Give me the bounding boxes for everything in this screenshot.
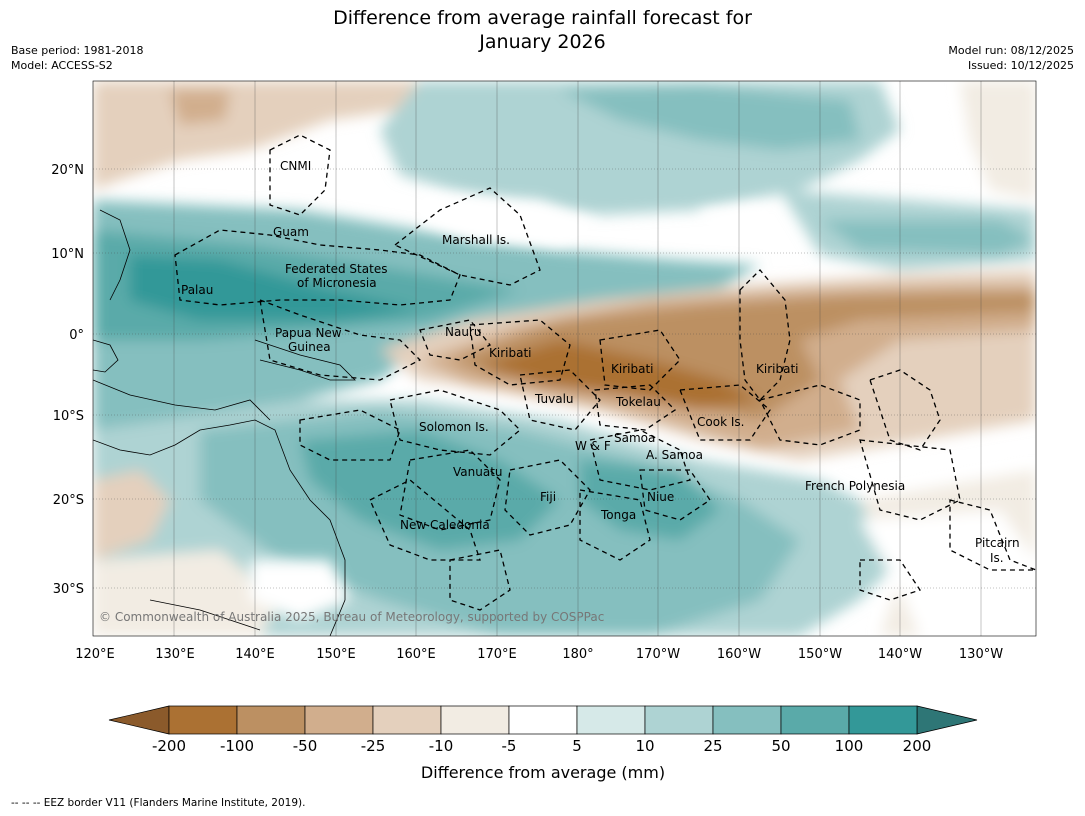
- colorbar-swatch: [508, 705, 578, 735]
- region-label-french-polynesia: French Polynesia: [805, 479, 905, 493]
- chart-title: Difference from average rainfall forecas…: [0, 6, 1085, 54]
- copyright-notice: © Commonwealth of Australia 2025, Bureau…: [99, 610, 604, 624]
- colorbar-tick-label: 10: [635, 737, 654, 755]
- colorbar-labels: -200 -100 -50 -25 -10 -5 5 10 25 50 100 200: [152, 737, 931, 755]
- lat-tick-label: 10°N: [51, 247, 84, 262]
- lon-tick-label: 160°W: [717, 647, 761, 662]
- region-label-fsm-2: of Micronesia: [297, 276, 377, 290]
- colorbar-swatch: [372, 705, 442, 735]
- region-label-fiji: Fiji: [540, 490, 556, 504]
- lat-tick-label: 10°S: [53, 409, 84, 424]
- region-label-vanuatu: Vanuatu: [453, 465, 503, 479]
- lon-tick-label: 120°E: [75, 647, 115, 662]
- map-frame: [92, 80, 1037, 637]
- colorbar-tick-label: 100: [835, 737, 864, 755]
- region-label-tokelau: Tokelau: [615, 395, 661, 409]
- eez-borders: [174, 134, 1036, 611]
- colorbar-swatch: [236, 705, 306, 735]
- region-label-palau: Palau: [181, 283, 213, 297]
- lon-tick-label: 130°W: [959, 647, 1003, 662]
- colorbar-swatch: [848, 705, 918, 735]
- lon-tick-label: 140°W: [878, 647, 922, 662]
- region-label-new-caledonia: New Caledonia: [400, 518, 490, 532]
- region-label-marshall: Marshall Is.: [442, 233, 510, 247]
- model-run: Model run: 08/12/2025: [948, 44, 1074, 57]
- meta-left: Base period: 1981-2018 Model: ACCESS-S2: [11, 43, 143, 73]
- region-labels: CNMI Guam Marshall Is. Federated States …: [181, 159, 1020, 565]
- colorbar-swatch: [780, 705, 850, 735]
- region-label-guam: Guam: [273, 225, 309, 239]
- model-name: Model: ACCESS-S2: [11, 59, 113, 72]
- lon-tick-label: 170°W: [636, 647, 680, 662]
- lon-tick-label: 170°E: [477, 647, 517, 662]
- region-label-nauru: Nauru: [445, 325, 481, 339]
- region-label-solomon: Solomon Is.: [419, 420, 489, 434]
- region-label-tonga: Tonga: [600, 508, 636, 522]
- lat-tick-label: 20°N: [51, 163, 84, 178]
- lat-tick-label: 20°S: [53, 493, 84, 508]
- lat-tick-label: 30°S: [53, 582, 84, 597]
- region-label-kiribati-west: Kiribati: [489, 346, 531, 360]
- title-line-1: Difference from average rainfall forecas…: [333, 7, 752, 29]
- region-label-fsm-1: Federated States: [285, 262, 387, 276]
- colorbar: -200 -100 -50 -25 -10 -5 5 10 25 50 100 200 Differe…: [108, 705, 978, 782]
- map-grid: [93, 81, 1036, 636]
- colorbar-tick-label: 50: [771, 737, 790, 755]
- coastlines: [93, 209, 356, 636]
- lon-tick-label: 150°W: [798, 647, 842, 662]
- colorbar-tick-label: 25: [703, 737, 722, 755]
- colorbar-title: Difference from average (mm): [421, 763, 665, 782]
- eez-legend-note: -- -- -- EEZ border V11 (Flanders Marine…: [11, 797, 306, 809]
- colorbar-tick-label: 5: [572, 737, 582, 755]
- colorbar-tick-label: -100: [220, 737, 254, 755]
- colorbar-swatch: [440, 705, 510, 735]
- lon-tick-label: 130°E: [155, 647, 195, 662]
- latitude-axis: 20°N 10°N 0° 10°S 20°S 30°S: [51, 163, 84, 597]
- region-label-cnmi: CNMI: [280, 159, 311, 173]
- region-label-tuvalu: Tuvalu: [534, 392, 574, 406]
- colorbar-tick-label: -50: [293, 737, 318, 755]
- region-label-pitcairn-1: Pitcairn: [975, 536, 1020, 550]
- colorbar-tick-label: -10: [429, 737, 454, 755]
- region-label-cook: Cook Is.: [697, 415, 744, 429]
- rainfall-anomaly-field: [93, 81, 1036, 636]
- colorbar-tick-label: 200: [903, 737, 932, 755]
- colorbar-swatch: [168, 705, 238, 735]
- colorbar-over-arrow: [916, 705, 978, 735]
- colorbar-tick-label: -5: [502, 737, 517, 755]
- colorbar-swatch: [712, 705, 782, 735]
- region-label-american-samoa: A. Samoa: [646, 448, 703, 462]
- lon-tick-label: 140°E: [235, 647, 275, 662]
- colorbar-swatch: [304, 705, 374, 735]
- colorbar-tick-label: -200: [152, 737, 186, 755]
- colorbar-swatch: [644, 705, 714, 735]
- colorbar-swatch: [576, 705, 646, 735]
- lat-tick-label: 0°: [69, 328, 84, 343]
- issued-date: Issued: 10/12/2025: [967, 59, 1074, 72]
- region-label-kiribati-east: Kiribati: [756, 362, 798, 376]
- region-label-png-1: Papua New: [275, 326, 342, 340]
- lon-tick-label: 160°E: [396, 647, 436, 662]
- region-label-kiribati-central: Kiribati: [611, 362, 653, 376]
- colorbar-tick-label: -25: [361, 737, 386, 755]
- meta-right: Model run: 08/12/2025 Issued: 10/12/2025: [948, 43, 1074, 73]
- region-label-niue: Niue: [647, 490, 674, 504]
- colorbar-swatches: [168, 705, 918, 735]
- colorbar-under-arrow: [108, 705, 170, 735]
- longitude-axis: 120°E 130°E 140°E 150°E 160°E 170°E 180°…: [75, 647, 1003, 662]
- lon-tick-label: 180°: [562, 647, 593, 662]
- lon-tick-label: 150°E: [316, 647, 356, 662]
- base-period: Base period: 1981-2018: [11, 44, 144, 57]
- region-label-wallis-futuna: W & F: [575, 439, 611, 453]
- region-label-png-2: Guinea: [288, 340, 331, 354]
- region-label-samoa: Samoa: [614, 431, 655, 445]
- title-line-2: January 2026: [479, 31, 606, 53]
- region-label-pitcairn-2: Is.: [990, 551, 1004, 565]
